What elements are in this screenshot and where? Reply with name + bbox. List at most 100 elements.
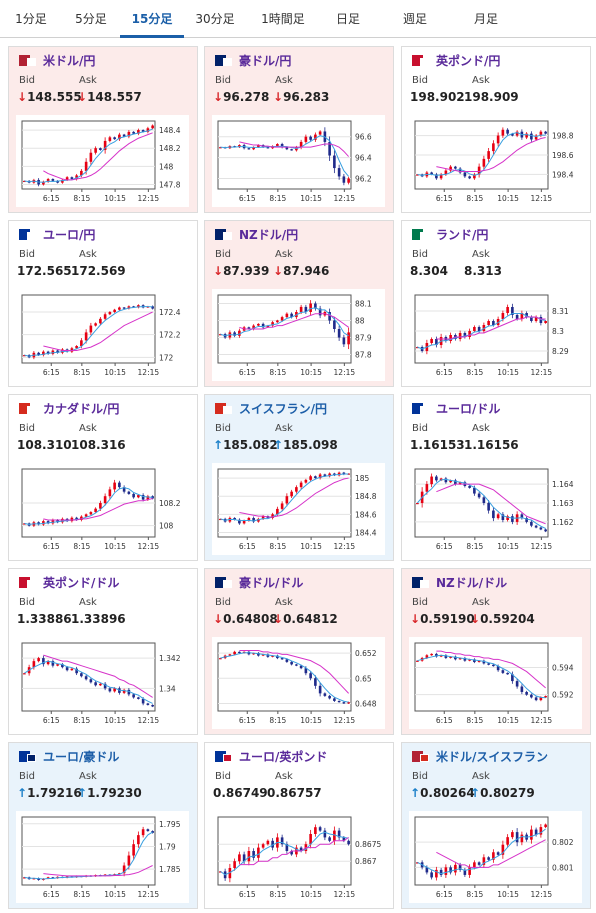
mini-candlestick-chart[interactable]: 1.164 1.163 1.162 6:15 8:15 10:15 12:15: [409, 463, 582, 555]
y-tick-label: 184.4: [355, 528, 377, 537]
plot-frame: [21, 816, 156, 886]
mini-candlestick-chart[interactable]: 108.2 108 6:15 8:15 10:15 12:15: [16, 463, 189, 555]
short-moving-average-line: [220, 831, 349, 876]
candle: [252, 851, 255, 858]
currency-pair-name[interactable]: 英ポンド/円: [436, 54, 501, 68]
rate-card[interactable]: 米ドル/スイスフラン Bid Ask ↑0.80264 ↑0.80279 0.802 0.8…: [401, 742, 591, 909]
x-tick-label: 8:15: [269, 542, 286, 551]
currency-pair-name[interactable]: ユーロ/英ポンド: [239, 750, 328, 764]
rate-card[interactable]: ユーロ/豪ドル Bid Ask ↑1.79216 ↑1.79230 1.795 1.79 1.…: [8, 742, 198, 909]
x-tick-label: 6:15: [436, 716, 453, 725]
candle: [347, 702, 350, 704]
currency-pair-name[interactable]: ランド/円: [436, 228, 489, 242]
y-tick-label: 0.65: [355, 674, 372, 683]
bid-value: 198.902: [410, 90, 465, 104]
currency-pair-name[interactable]: NZドル/円: [239, 228, 299, 242]
mini-candlestick-chart[interactable]: 1.795 1.79 1.785 6:15 8:15 10:15 12:15: [16, 811, 189, 903]
ask-value: 108.316: [71, 438, 126, 452]
x-tick-label: 8:15: [269, 890, 286, 899]
currency-pair-name[interactable]: ユーロ/ドル: [436, 402, 501, 416]
candle: [252, 147, 255, 150]
tab-0[interactable]: 1分足: [15, 12, 47, 26]
mini-candlestick-chart[interactable]: 198.8 198.6 198.4 6:15 8:15 10:15 12:15: [409, 115, 582, 207]
tab-4[interactable]: 1時間足: [261, 12, 305, 26]
candle: [314, 476, 317, 479]
ask-label: Ask: [79, 249, 97, 260]
candle: [42, 181, 45, 185]
candle: [257, 145, 260, 148]
tab-5[interactable]: 日足: [335, 12, 360, 26]
rate-card[interactable]: ユーロ/英ポンド Bid Ask 0.86749 0.86757 0.8675 0.867 6…: [204, 742, 394, 909]
rate-card[interactable]: 米ドル/円 Bid Ask ↓148.555 ↓148.557 148.4 148.2 148…: [8, 46, 198, 213]
candle: [530, 694, 533, 698]
rate-card[interactable]: スイスフラン/円 Bid Ask ↑185.082 ↑185.098 185 184.8 18…: [204, 394, 394, 561]
currency-pair-name[interactable]: ユーロ/円: [43, 228, 96, 242]
rate-card[interactable]: ユーロ/ドル Bid Ask 1.16153 1.16156 1.164 1.163 1.16…: [401, 394, 591, 561]
tab-3[interactable]: 30分足: [195, 12, 235, 26]
candle: [271, 514, 274, 518]
tab-2[interactable]: 15分足: [120, 0, 184, 38]
rate-card[interactable]: 英ポンド/ドル Bid Ask 1.33886 1.33896 1.342 1.34 6:15…: [8, 568, 198, 735]
currency-pair-name[interactable]: 米ドル/スイスフラン: [436, 750, 549, 764]
candle: [261, 844, 265, 848]
candle: [496, 852, 500, 855]
mini-candlestick-chart[interactable]: 0.652 0.65 0.648 6:15 8:15 10:15 12:15: [212, 637, 385, 729]
mini-candlestick-chart[interactable]: 88.1 88 87.9 87.8 6:15 8:15 10:15 12:15: [212, 289, 385, 381]
candle: [299, 306, 303, 312]
y-tick-label: 88: [355, 317, 365, 326]
mini-candlestick-chart[interactable]: 185 184.8 184.6 184.4 6:15 8:15 10:15 12:15: [212, 463, 385, 555]
candle: [118, 482, 121, 488]
candle: [61, 664, 64, 668]
mini-candlestick-chart[interactable]: 172.4 172.2 172 6:15 8:15 10:15 12:15: [16, 289, 189, 381]
candle: [280, 503, 284, 509]
rate-card[interactable]: NZドル/円 Bid Ask ↓87.939 ↓87.946 88.1 88 87.9 87.8…: [204, 220, 394, 387]
rate-card[interactable]: 豪ドル/ドル Bid Ask ↓0.64808 ↓0.64812 0.652 0.65 0.6…: [204, 568, 394, 735]
currency-pair-name[interactable]: 米ドル/円: [43, 54, 96, 68]
candle: [501, 670, 505, 673]
candle: [122, 307, 126, 309]
x-tick-label: 10:15: [104, 716, 126, 725]
mini-candlestick-chart[interactable]: 8.31 8.3 8.29 6:15 8:15 10:15 12:15: [409, 289, 582, 381]
rate-card[interactable]: ユーロ/円 Bid Ask 172.565 172.569 172.4 172.2 172 6:…: [8, 220, 198, 387]
mini-candlestick-chart[interactable]: 96.6 96.4 96.2 6:15 8:15 10:15 12:15: [212, 115, 385, 207]
y-tick-label: 184.8: [355, 492, 377, 501]
candle: [304, 306, 308, 312]
ask-value: ↑1.79230: [77, 786, 142, 800]
currency-pair-name[interactable]: スイスフラン/円: [239, 402, 328, 416]
long-moving-average-line: [43, 497, 153, 521]
x-tick-label: 6:15: [43, 368, 60, 377]
tab-6[interactable]: 週足: [402, 12, 427, 26]
currency-pair-name[interactable]: 豪ドル/ドル: [239, 576, 304, 590]
mini-candlestick-chart[interactable]: 1.342 1.34 6:15 8:15 10:15 12:15: [16, 637, 189, 729]
candle: [458, 482, 462, 485]
mini-candlestick-chart[interactable]: 0.594 0.592 6:15 8:15 10:15 12:15: [409, 637, 582, 729]
currency-pair-name[interactable]: 豪ドル/円: [239, 54, 292, 68]
rate-card[interactable]: ランド/円 Bid Ask 8.304 8.313 8.31 8.3 8.29 6:15 8:15…: [401, 220, 591, 387]
currency-pair-name[interactable]: NZドル/ドル: [436, 576, 508, 590]
currency-pair-name[interactable]: カナダドル/円: [43, 402, 120, 416]
candle: [61, 349, 64, 353]
bid-label: Bid: [19, 423, 35, 434]
rate-card[interactable]: 英ポンド/円 Bid Ask 198.902 198.909 198.8 198.6 198.…: [401, 46, 591, 213]
candle: [37, 658, 40, 662]
candle: [468, 331, 471, 337]
currency-pair-name[interactable]: ユーロ/豪ドル: [43, 750, 120, 764]
mini-candlestick-chart[interactable]: 0.8675 0.867 6:15 8:15 10:15 12:15: [212, 811, 385, 903]
candle: [238, 651, 241, 654]
candle: [506, 129, 509, 134]
y-tick-label: 1.785: [159, 865, 181, 874]
tab-7[interactable]: 月足: [473, 12, 498, 26]
x-tick-label: 8:15: [466, 368, 483, 377]
candle: [444, 867, 448, 875]
rate-card[interactable]: カナダドル/円 Bid Ask 108.310 108.316 108.2 108 6:15 8…: [8, 394, 198, 561]
rate-card[interactable]: NZドル/ドル Bid Ask ↓0.59190 ↓0.59204 0.594 0.592 6…: [401, 568, 591, 735]
mini-candlestick-chart[interactable]: 0.802 0.801 6:15 8:15 10:15 12:15: [409, 811, 582, 903]
currency-pair-name[interactable]: 英ポンド/ドル: [43, 576, 120, 590]
mini-candlestick-chart[interactable]: 148.4 148.2 148 147.8 6:15 8:15 10:15 12:15: [16, 115, 189, 207]
candle: [103, 140, 107, 151]
rate-card[interactable]: 豪ドル/円 Bid Ask ↓96.278 ↓96.283 96.6 96.4 96.2 6:1…: [204, 46, 394, 213]
candle: [333, 698, 336, 701]
ask-price: 1.16156: [464, 438, 519, 452]
candle: [137, 130, 140, 134]
tab-1[interactable]: 5分足: [75, 12, 107, 26]
